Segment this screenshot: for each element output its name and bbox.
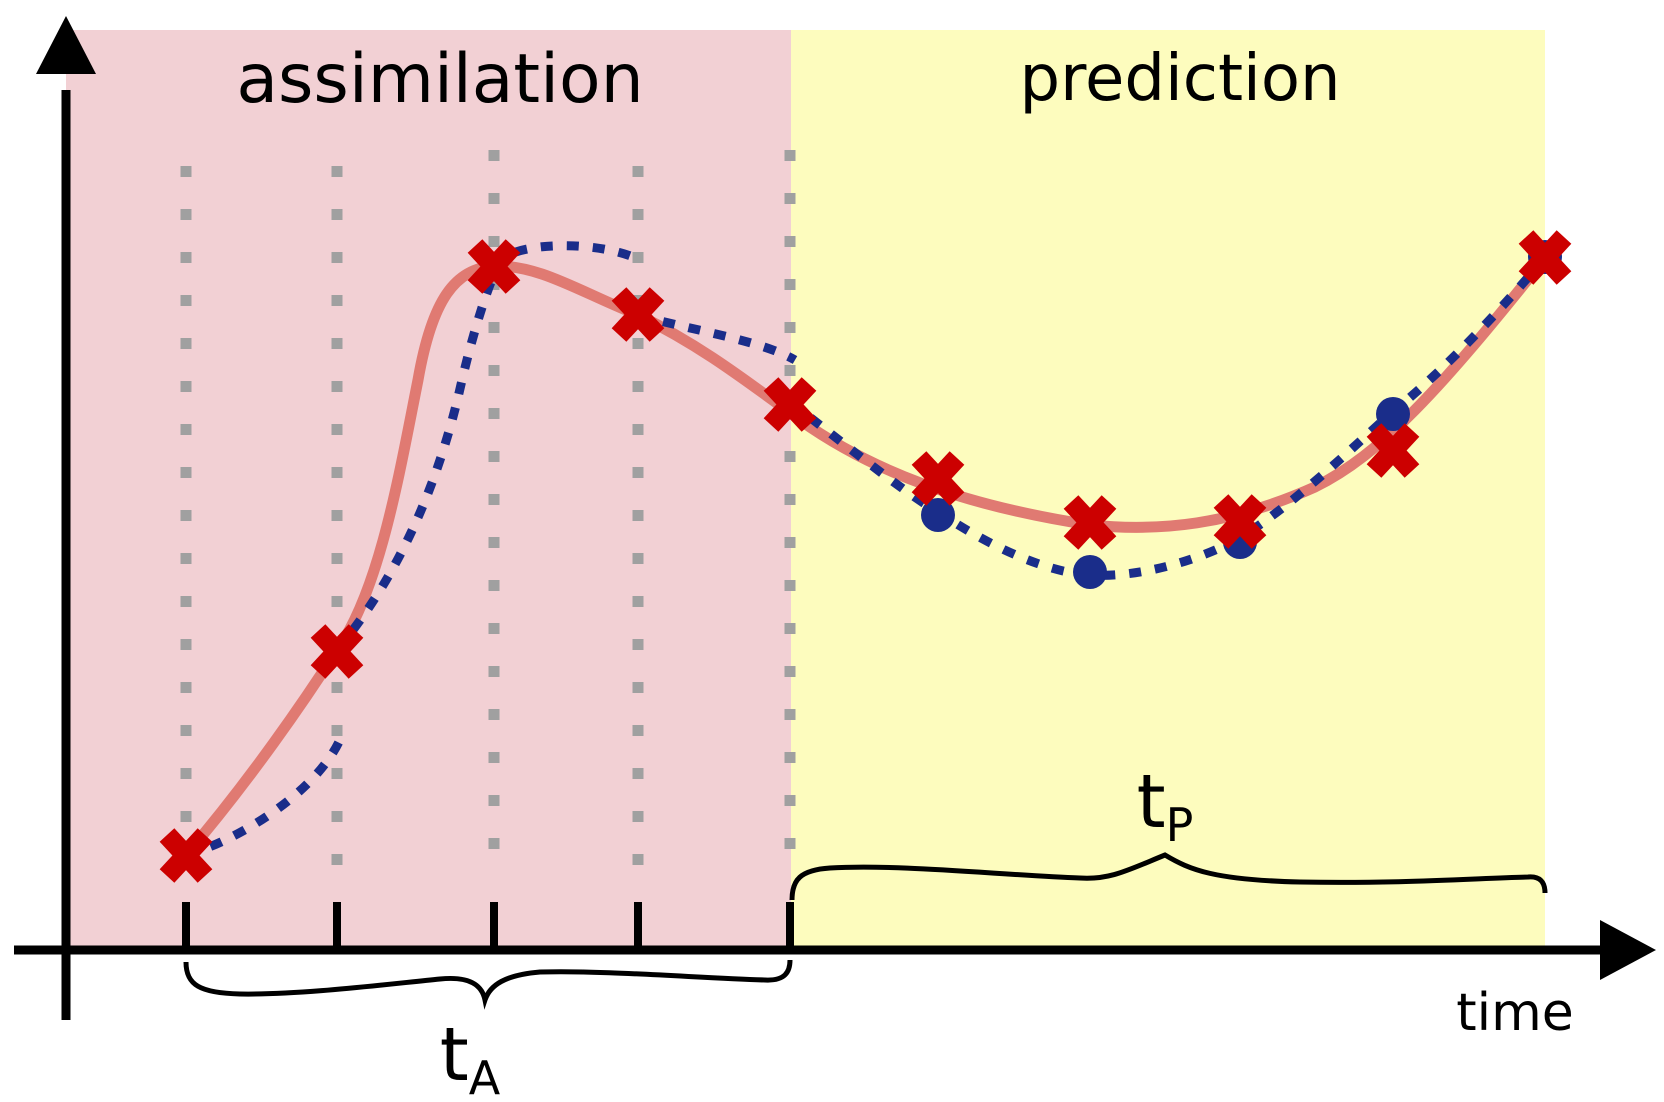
assimilation-window-subscript: A xyxy=(469,1051,501,1102)
x-axis-label: time xyxy=(1456,983,1573,1043)
truth-cross xyxy=(911,451,965,506)
truth-cross xyxy=(1063,495,1117,550)
prediction-window-subscript: P xyxy=(1166,798,1194,852)
prediction-label: prediction xyxy=(1019,42,1340,116)
x-axis-arrowhead xyxy=(1600,920,1656,980)
assimilation-brace xyxy=(183,959,793,1010)
model-point xyxy=(1376,397,1410,431)
assimilation-window-label: tA xyxy=(440,1012,501,1102)
model-point xyxy=(1073,555,1107,589)
truth-cross xyxy=(159,828,213,883)
assimilation-window-symbol: t xyxy=(440,1012,469,1098)
truth-cross xyxy=(467,239,521,294)
assimilation-label: assimilation xyxy=(236,40,643,119)
model-segment xyxy=(333,259,504,653)
model-point xyxy=(921,498,955,532)
truth-cross xyxy=(1518,230,1572,285)
truth-points xyxy=(159,230,1572,883)
truth-cross xyxy=(1213,494,1267,549)
truth-cross xyxy=(611,287,665,342)
prediction-window-label: tP xyxy=(1137,759,1194,852)
truth-cross xyxy=(1366,423,1420,478)
truth-cross xyxy=(763,377,817,432)
prediction-brace xyxy=(789,852,1548,901)
y-axis-arrowhead xyxy=(36,16,96,74)
model-segment xyxy=(636,310,798,364)
observation-guides xyxy=(180,150,796,880)
time-ticks xyxy=(182,902,794,950)
prediction-window-symbol: t xyxy=(1137,759,1166,845)
truth-cross xyxy=(310,624,364,679)
true-trajectory xyxy=(181,254,1550,859)
